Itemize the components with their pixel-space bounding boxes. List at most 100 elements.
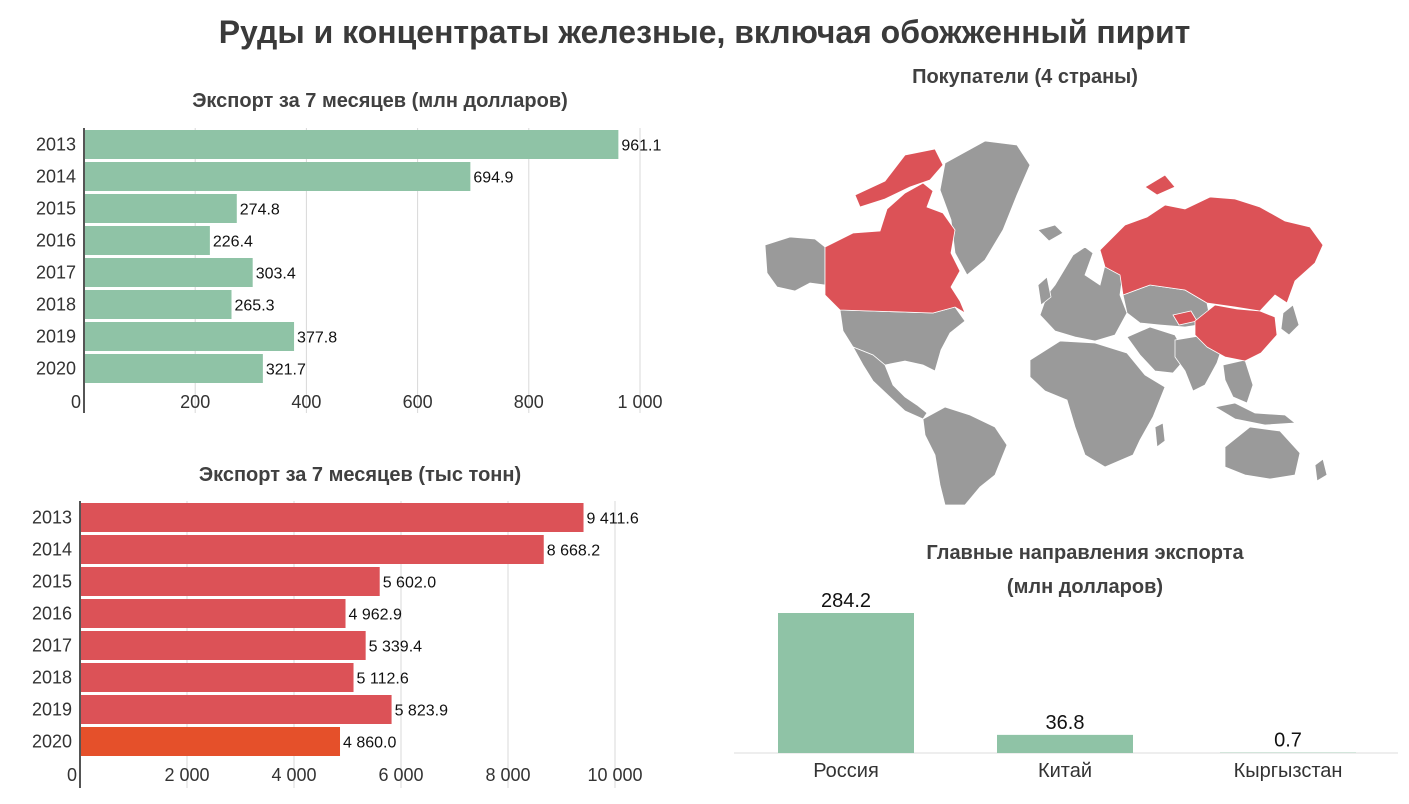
x-tick-label: 200: [180, 392, 210, 412]
map-canada-islands: [854, 148, 944, 208]
chart3-title: Главные направления экспорта: [926, 542, 1244, 564]
map-title: Покупатели (4 страны): [912, 66, 1138, 88]
y-category-label: 2013: [36, 135, 76, 155]
chart3-subtitle: (млн долларов): [1006, 576, 1164, 598]
x-category-label: Кыргызстан: [1234, 760, 1343, 782]
y-category-label: 2020: [32, 732, 72, 752]
y-category-label: 2017: [36, 263, 76, 283]
map-middle-east: [1126, 326, 1188, 374]
bar: [80, 663, 354, 692]
x-tick-label: 400: [291, 392, 321, 412]
map-uk: [1037, 276, 1052, 306]
map-russia: [1099, 196, 1324, 312]
y-category-label: 2014: [36, 167, 76, 187]
y-category-label: 2016: [36, 231, 76, 251]
world-map: [764, 140, 1328, 505]
data-label: 4 860.0: [343, 735, 396, 752]
bar: [80, 695, 392, 724]
bar: [84, 290, 232, 319]
y-category-label: 2015: [36, 199, 76, 219]
x-tick-label: 0: [71, 392, 81, 412]
bar: [80, 567, 380, 596]
bar: [84, 226, 210, 255]
map-greenland: [939, 140, 1031, 276]
data-label: 9 411.6: [587, 511, 639, 528]
y-category-label: 2017: [32, 636, 72, 656]
data-label: 303.4: [256, 266, 296, 283]
chart2-title: Экспорт за 7 месяцев (тыс тонн): [198, 464, 522, 486]
x-tick-label: 10 000: [587, 765, 642, 785]
chart1-title: Экспорт за 7 месяцев (млн долларов): [192, 90, 568, 112]
bar: [80, 599, 346, 628]
x-category-label: Россия: [813, 760, 879, 782]
x-tick-label: 6 000: [378, 765, 423, 785]
data-label: 321.7: [266, 362, 306, 379]
y-category-label: 2020: [36, 359, 76, 379]
map-canada: [824, 182, 966, 314]
data-label: 961.1: [621, 138, 661, 155]
data-label: 0.7: [1274, 730, 1302, 752]
data-label: 694.9: [473, 170, 513, 187]
x-tick-label: 8 000: [485, 765, 530, 785]
y-category-label: 2019: [32, 700, 72, 720]
map-central-america: [852, 346, 928, 420]
page-title: Руды и концентраты железные, включая обо…: [218, 14, 1191, 50]
map-base-countries: [764, 140, 1328, 505]
bar: [84, 194, 237, 223]
map-madagascar: [1154, 422, 1166, 448]
export-usd-chart: 0 200 400 600 800 1 000 2013 961.1 2014 694.9 2015…: [36, 128, 663, 413]
map-china: [1194, 304, 1278, 362]
map-southeast-asia: [1222, 359, 1254, 404]
destinations-chart: 284.2 Россия 36.8 Китай 0.7 Кыргызстан: [734, 590, 1398, 782]
y-category-label: 2014: [32, 540, 72, 560]
data-label: 36.8: [1046, 712, 1085, 734]
x-tick-label: 800: [514, 392, 544, 412]
x-tick-label: 2 000: [164, 765, 209, 785]
x-tick-label: 1 000: [617, 392, 662, 412]
map-australia: [1224, 426, 1301, 480]
map-highlighted-countries: [824, 148, 1324, 362]
bar: [84, 258, 253, 287]
bar: [80, 631, 366, 660]
map-south-america: [922, 406, 1008, 505]
data-label: 8 668.2: [547, 543, 600, 560]
bar: [84, 162, 471, 191]
x-tick-label: 600: [403, 392, 433, 412]
y-category-label: 2018: [32, 668, 72, 688]
map-japan: [1280, 304, 1300, 336]
y-category-label: 2019: [36, 327, 76, 347]
x-tick-label: 0: [67, 765, 77, 785]
y-category-label: 2015: [32, 572, 72, 592]
bar: [80, 503, 584, 532]
data-label: 4 962.9: [349, 607, 402, 624]
bar: [778, 613, 914, 753]
bar: [80, 535, 544, 564]
map-iceland: [1037, 224, 1064, 242]
map-new-zealand: [1314, 458, 1328, 482]
data-label: 5 602.0: [383, 575, 436, 592]
data-label: 284.2: [821, 590, 871, 612]
y-category-label: 2018: [36, 295, 76, 315]
data-label: 377.8: [297, 330, 337, 347]
bar: [84, 354, 263, 383]
export-tons-chart: 0 2 000 4 000 6 000 8 000 10 000 2013 9 411.6 20…: [32, 501, 643, 788]
map-usa: [839, 306, 966, 372]
map-alaska: [764, 236, 826, 292]
x-tick-label: 4 000: [271, 765, 316, 785]
data-label: 274.8: [240, 202, 280, 219]
data-label: 265.3: [235, 298, 275, 315]
data-label: 226.4: [213, 234, 253, 251]
bar: [84, 322, 295, 351]
data-label: 5 112.6: [357, 671, 409, 688]
map-indonesia: [1213, 402, 1297, 426]
bar: [84, 130, 619, 159]
map-russia-islands: [1144, 174, 1176, 196]
data-label: 5 823.9: [395, 703, 448, 720]
y-category-label: 2013: [32, 508, 72, 528]
x-category-label: Китай: [1038, 760, 1092, 782]
data-label: 5 339.4: [369, 639, 422, 656]
bar: [997, 734, 1133, 753]
y-category-label: 2016: [32, 604, 72, 624]
bar: [80, 727, 341, 756]
map-africa: [1029, 340, 1166, 468]
